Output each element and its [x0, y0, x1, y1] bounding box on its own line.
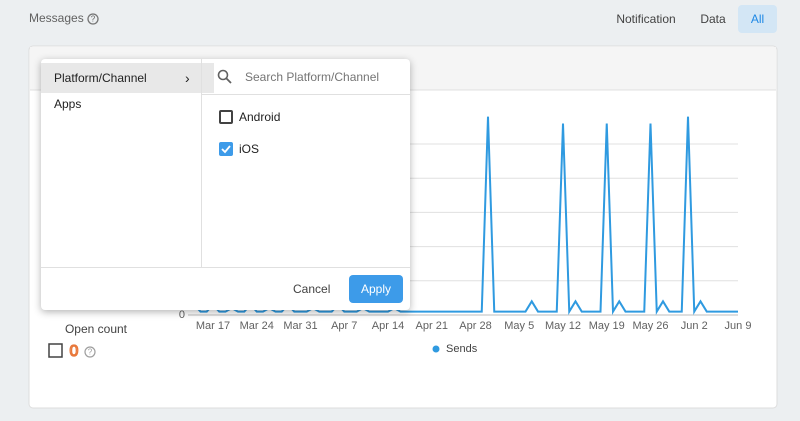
x-tick-label: Apr 21: [416, 320, 448, 332]
legend-marker: [432, 345, 440, 353]
x-tick-label: May 26: [632, 320, 668, 332]
search-icon: [217, 69, 232, 84]
header-title: Messages: [29, 11, 84, 25]
x-tick-label: Mar 31: [283, 320, 317, 332]
y-tick-label: 0: [179, 309, 185, 321]
chevron: ›: [185, 70, 190, 86]
divider: [202, 94, 410, 95]
option-label: iOS: [239, 142, 260, 156]
menu-label: Platform/Channel: [54, 71, 147, 85]
checkbox[interactable]: [219, 110, 233, 124]
x-tick-label: Apr 7: [331, 320, 357, 332]
divider: [41, 267, 410, 268]
svg-text:?: ?: [88, 348, 93, 357]
summary-label: Open count: [65, 322, 128, 336]
checkmark: [221, 145, 231, 154]
svg-text:?: ?: [91, 15, 96, 24]
cancel-button[interactable]: Cancel: [293, 282, 331, 296]
x-tick-label: Jun 9: [725, 320, 752, 332]
x-tick-label: May 5: [504, 320, 534, 332]
checkbox[interactable]: [219, 142, 233, 156]
x-tick-label: Apr 28: [459, 320, 491, 332]
summary-checkbox[interactable]: [48, 343, 63, 358]
help-icon[interactable]: ?: [87, 13, 99, 25]
x-tick-label: Mar 17: [196, 320, 230, 332]
x-tick-label: May 12: [545, 320, 581, 332]
tab[interactable]: Data: [700, 12, 726, 26]
line: [187, 116, 738, 315]
filter-popup: Platform/Channel › Apps Search Platform/C…: [41, 59, 410, 310]
option-label: Android: [239, 110, 281, 124]
x-tick-label: Jun 2: [681, 320, 708, 332]
search-input[interactable]: Search Platform/Channel: [245, 70, 380, 84]
divider: [201, 59, 202, 267]
summary-value: 0: [70, 343, 79, 360]
x-tick-label: May 19: [589, 320, 625, 332]
x-tick-label: Mar 24: [240, 320, 274, 332]
menu-label: Apps: [54, 97, 82, 111]
tab[interactable]: All: [738, 5, 777, 33]
tab[interactable]: Notification: [616, 12, 676, 26]
menu-item[interactable]: Platform/Channel ›: [41, 63, 214, 93]
menu-item[interactable]: Apps: [41, 89, 214, 119]
legend-label: Sends: [446, 343, 478, 355]
x-tick-label: Apr 14: [372, 320, 404, 332]
apply-button[interactable]: Apply: [349, 275, 403, 303]
help-icon[interactable]: ?: [84, 346, 96, 358]
